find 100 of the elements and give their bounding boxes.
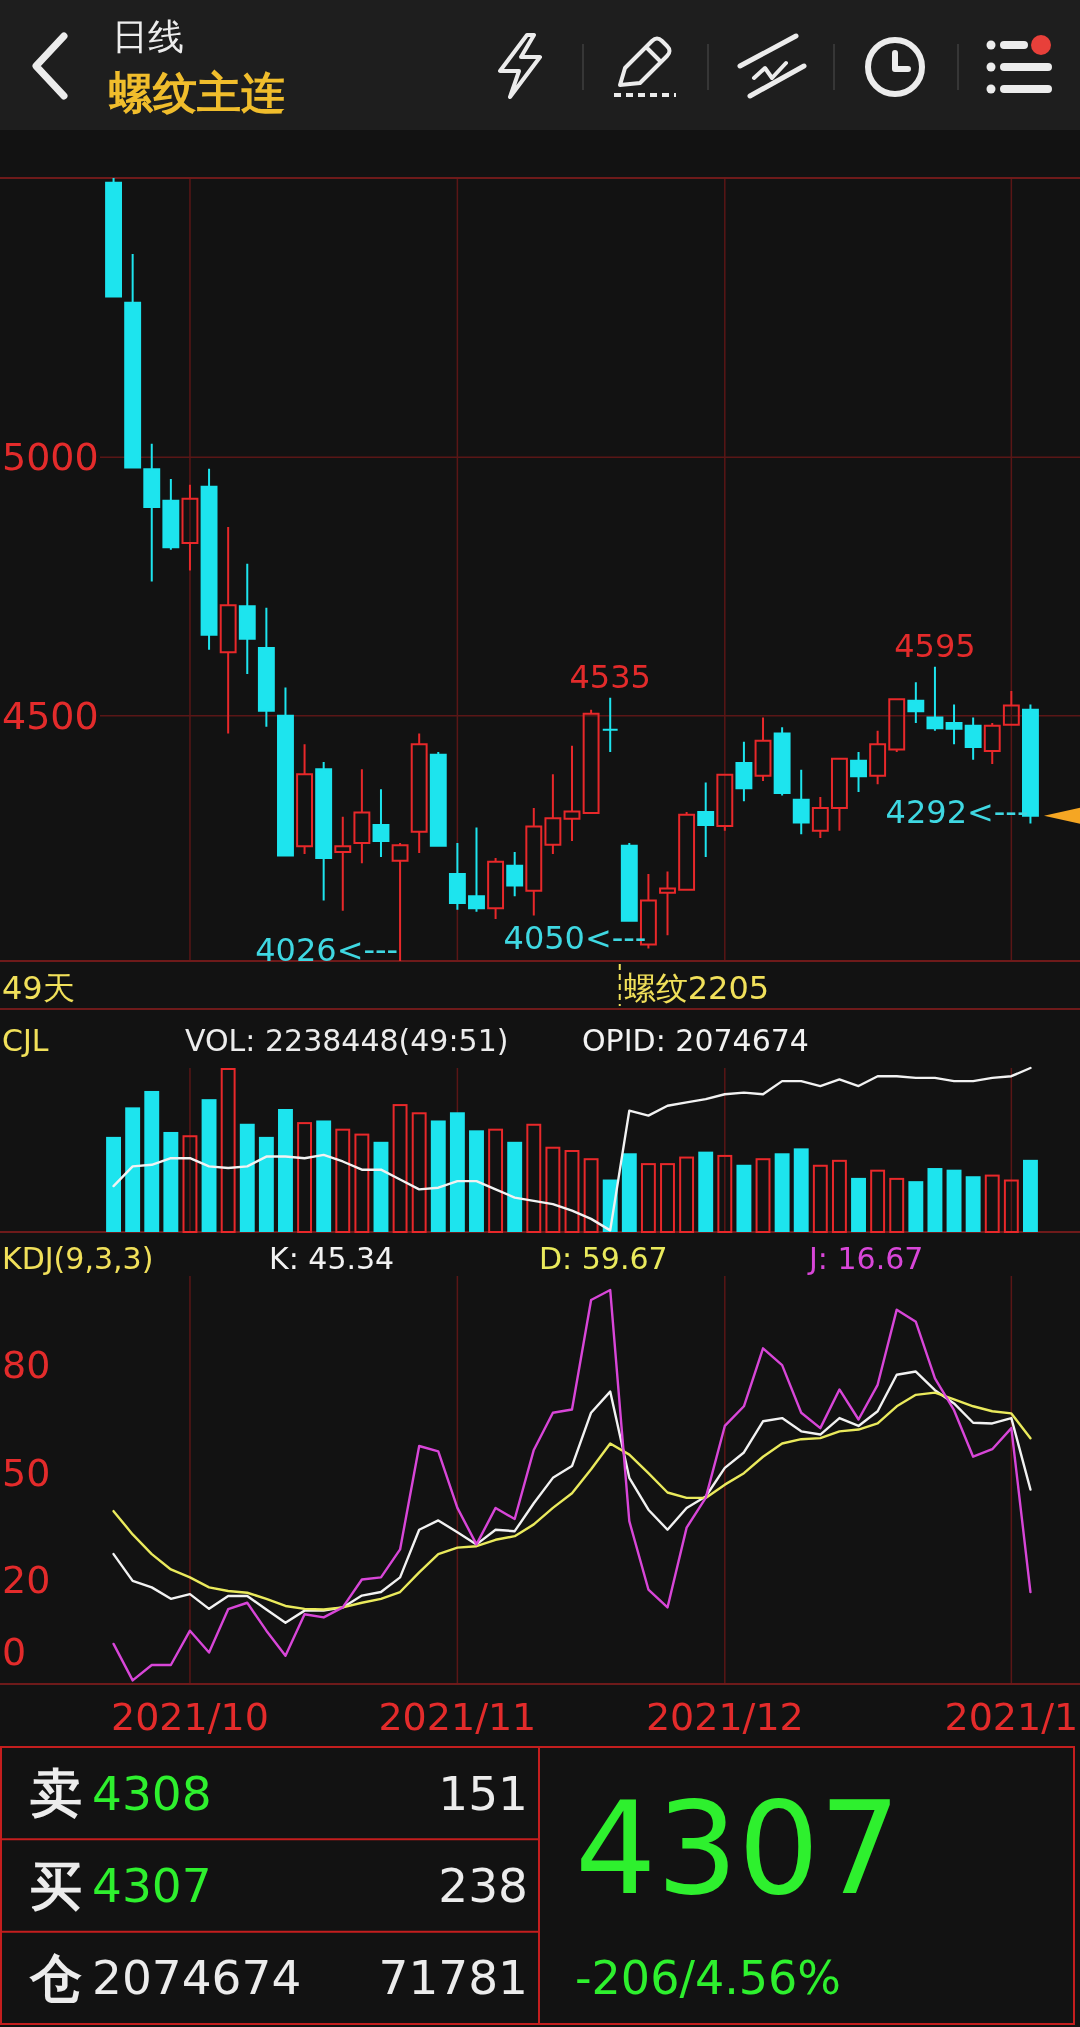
x-tick-label: 2021/12 — [645, 1695, 804, 1739]
bar — [163, 1131, 179, 1232]
bar — [660, 1163, 675, 1233]
bar — [411, 1112, 427, 1233]
bar — [430, 1120, 446, 1232]
candlestick — [296, 743, 314, 855]
candlestick — [811, 796, 829, 839]
bar — [1003, 1179, 1019, 1233]
bar — [526, 1123, 542, 1233]
candlestick — [200, 467, 218, 651]
bar — [220, 1068, 236, 1233]
text: 螺纹2205 — [623, 969, 770, 1007]
bar — [679, 1156, 695, 1233]
candlestick — [219, 526, 237, 735]
candlestick — [888, 697, 906, 754]
bar — [831, 1159, 847, 1233]
candlestick — [869, 729, 887, 786]
candlestick — [162, 477, 180, 551]
bar — [736, 1164, 752, 1232]
bar — [984, 1174, 1000, 1233]
candlestick — [1002, 690, 1020, 727]
bar — [449, 1112, 465, 1232]
y-tick-label: 50 — [2, 1450, 51, 1495]
candlestick — [105, 177, 122, 298]
bar — [965, 1176, 981, 1232]
text: 卖 — [30, 1763, 82, 1824]
bar — [507, 1141, 523, 1232]
text: VOL: 2238448(49:51) — [185, 1022, 509, 1058]
bar — [354, 1133, 370, 1233]
y-tick-label: 4500 — [2, 693, 99, 738]
candlestick — [353, 768, 371, 865]
candlestick — [620, 842, 638, 923]
bar — [946, 1169, 962, 1232]
text: 4307 — [575, 1774, 901, 1924]
x-tick-label: 2021/11 — [378, 1695, 537, 1739]
candlestick — [372, 788, 390, 859]
candlestick — [506, 850, 524, 898]
y-tick-label: 0 — [2, 1629, 27, 1674]
candlestick — [448, 842, 466, 911]
candlestick — [792, 768, 810, 836]
text: 仓 — [29, 1947, 82, 2008]
chart-title: CJL — [2, 1022, 49, 1058]
candlestick — [257, 606, 275, 728]
bar — [488, 1128, 504, 1233]
candlestick — [277, 686, 294, 857]
bar — [392, 1104, 408, 1233]
candlestick — [773, 726, 791, 797]
bar — [717, 1154, 733, 1233]
candlestick — [468, 826, 485, 913]
text: 238 — [438, 1858, 528, 1913]
bar — [564, 1150, 580, 1233]
bar — [239, 1123, 255, 1232]
series-label: J: 16.67 — [807, 1240, 924, 1276]
y-tick-label: 80 — [2, 1343, 51, 1388]
candlestick — [678, 811, 696, 892]
candlestick — [563, 744, 581, 843]
bar — [297, 1122, 313, 1233]
candlestick — [754, 716, 772, 783]
bar — [851, 1177, 866, 1232]
candlestick — [716, 773, 734, 832]
bar — [469, 1130, 484, 1232]
series-label: OPID: 2074674 — [582, 1022, 809, 1058]
candlestick — [487, 857, 505, 921]
bar — [870, 1169, 886, 1233]
candlestick — [429, 751, 447, 848]
bar — [1023, 1159, 1038, 1232]
candlestick — [181, 483, 199, 572]
candlestick — [238, 562, 256, 675]
candlestick — [334, 815, 352, 912]
text: 151 — [438, 1765, 528, 1821]
text: 49天 — [2, 969, 75, 1007]
bar — [144, 1090, 160, 1232]
candlestick — [659, 870, 676, 937]
bar — [908, 1181, 924, 1232]
annotation: 4595 — [894, 626, 976, 665]
bar — [583, 1158, 599, 1233]
candlestick — [544, 773, 562, 855]
bar — [698, 1151, 714, 1232]
bar — [812, 1164, 828, 1233]
bar — [373, 1141, 389, 1232]
annotation: 4535 — [569, 657, 651, 696]
text: -206/4.56% — [575, 1950, 842, 2005]
candlestick — [124, 253, 142, 469]
bar — [621, 1153, 637, 1232]
candlestick — [525, 806, 543, 917]
candlestick — [907, 681, 925, 725]
bar — [335, 1128, 351, 1233]
candlestick — [735, 740, 753, 803]
bar — [258, 1136, 274, 1232]
candlestick — [582, 708, 600, 815]
candlestick — [410, 732, 428, 854]
text: 71781 — [378, 1950, 528, 2006]
bar — [774, 1153, 790, 1232]
candlestick — [964, 716, 982, 761]
candlestick — [601, 696, 619, 754]
bar — [106, 1136, 121, 1232]
text: D: 59.67 — [539, 1240, 668, 1276]
line-series — [112, 1288, 1032, 1682]
annotation: 4050<--- — [503, 918, 647, 957]
candlestick — [983, 722, 1001, 765]
